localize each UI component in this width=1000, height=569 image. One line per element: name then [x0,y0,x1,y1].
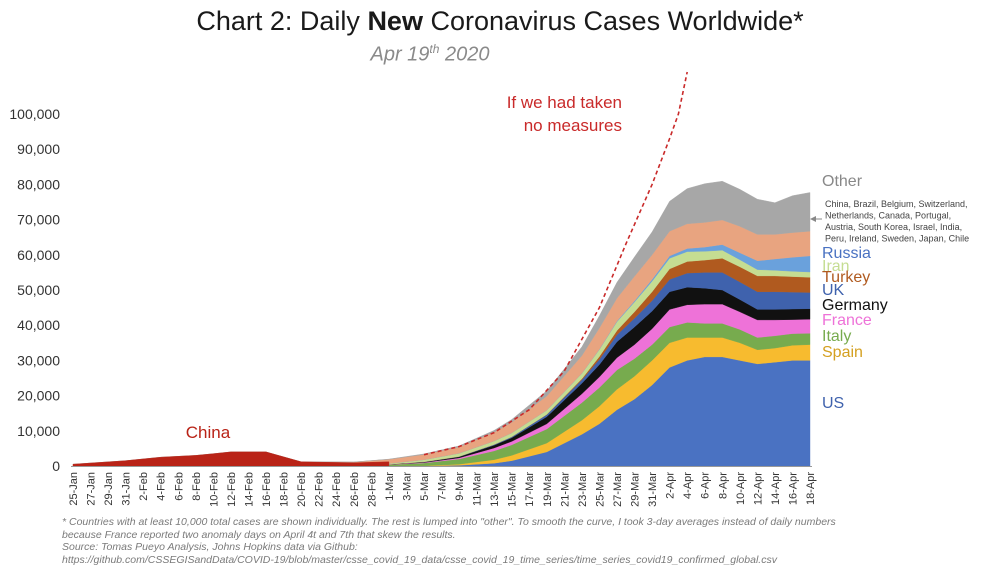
title-prefix: Chart 2: Daily [196,6,368,36]
area-series-other [72,180,811,465]
y-tick-label: 40,000 [17,317,60,333]
stacked-area-chart: 0 10,000 20,000 30,000 40,000 50,000 60,000 70,… [9,71,969,507]
x-tick-label: 20-Feb [296,472,308,507]
subtitle-date-sup: th [429,42,440,56]
footnote-url: https://github.com/CSSEGISandData/COVID-… [62,553,777,566]
x-tick-label: 18-Apr [805,472,817,505]
y-tick-label: 10,000 [17,423,60,439]
title-emphasis: New [367,6,423,36]
x-tick-label: 12-Feb [226,472,238,507]
y-tick-label: 90,000 [17,141,60,157]
x-tick-label: 25-Jan [68,472,80,506]
x-tick-label: 28-Feb [366,472,378,507]
x-tick-label: 1-Mar [384,472,396,501]
x-tick-label: 14-Apr [770,472,782,505]
series-label-iran: Iran [822,258,850,275]
x-tick-label: 14-Feb [244,472,256,507]
x-tick-label: 27-Mar [612,472,624,507]
chart-title: Chart 2: Daily New Coronavirus Cases Wor… [0,6,1000,37]
x-tick-label: 17-Mar [524,472,536,507]
series-label-italy: Italy [822,328,851,345]
series-label-spain: Spain [822,344,863,361]
x-tick-label: 5-Mar [419,472,431,501]
x-tick-label: 2-Apr [665,472,677,499]
x-tick-label: 31-Jan [121,472,133,506]
series-label-other: Other [822,173,863,190]
y-tick-label: 30,000 [17,352,60,368]
x-tick-label: 8-Apr [717,472,729,499]
x-tick-label: 10-Apr [735,472,747,505]
series-label-france: France [822,312,872,329]
others-note-line: Netherlands, Canada, Portugal, [825,211,951,221]
x-tick-label: 18-Feb [279,472,291,507]
footnote-source: Source: Tomas Pueyo Analysis, Johns Hopk… [62,541,358,553]
area-china-early [72,451,390,467]
y-tick-label: 50,000 [17,282,60,298]
subtitle-year: 2020 [439,43,490,66]
x-tick-label: 7-Mar [437,472,449,501]
projection-line [423,71,688,456]
x-tick-label: 2-Feb [138,472,150,501]
x-tick-label: 9-Mar [454,472,466,501]
footnote: * Countries with at least 10,000 total c… [62,516,962,566]
series-label-us: US [822,395,844,412]
projection-label-line2: no measures [524,116,622,135]
footnote-line-1: * Countries with at least 10,000 total c… [62,516,836,528]
y-tick-label: 70,000 [17,212,60,228]
x-tick-label: 15-Mar [507,472,519,507]
x-tick-label: 26-Feb [349,472,361,507]
x-tick-label: 21-Mar [559,472,571,507]
projection-label-line1: If we had taken [507,93,622,112]
x-tick-label: 16-Apr [788,472,800,505]
china-label: China [186,423,231,442]
x-tick-label: 4-Apr [682,472,694,499]
y-tick-label: 0 [52,458,60,474]
x-tick-label: 29-Jan [103,472,115,506]
title-suffix: Coronavirus Cases Worldwide* [422,6,804,36]
x-tick-label: 31-Mar [647,472,659,507]
x-tick-label: 12-Apr [752,472,764,505]
chart-subtitle: Apr 19th 2020 [0,42,860,67]
y-tick-label: 20,000 [17,388,60,404]
footnote-line-2: because France reported two anomaly days… [62,528,456,541]
others-note-line: Austria, South Korea, Israel, India, [825,222,962,232]
area-series-us [73,356,811,467]
x-tick-label: 19-Mar [542,472,554,507]
x-tick-label: 13-Mar [489,472,501,507]
x-tick-label: 29-Mar [630,472,642,507]
x-tick-label: 8-Feb [191,472,203,501]
others-note-line: China, Brazil, Belgium, Switzerland, [825,199,968,209]
x-tick-label: 25-Mar [594,472,606,507]
y-tick-label: 80,000 [17,176,60,192]
y-tick-label: 100,000 [9,106,60,122]
x-tick-label: 24-Feb [331,472,343,507]
others-note-line: Peru, Ireland, Sweden, Japan, Chile [825,234,969,244]
x-tick-label: 27-Jan [86,472,98,506]
x-tick-label: 11-Mar [472,472,484,506]
series-label-russia: Russia [822,245,871,262]
series-label-turkey: Turkey [822,269,870,286]
x-tick-label: 4-Feb [156,472,168,501]
x-tick-label: 16-Feb [261,472,273,507]
x-tick-label: 10-Feb [208,472,220,507]
y-tick-label: 60,000 [17,247,60,263]
x-tick-label: 22-Feb [314,472,326,507]
x-tick-label: 6-Apr [700,472,712,499]
series-label-germany: Germany [822,297,888,314]
x-tick-label: 6-Feb [173,472,185,501]
subtitle-date: Apr 19 [370,43,430,66]
series-label-uk: UK [822,282,845,299]
others-arrow-head [810,216,816,222]
x-tick-label: 3-Mar [401,472,413,501]
x-tick-label: 23-Mar [577,472,589,507]
